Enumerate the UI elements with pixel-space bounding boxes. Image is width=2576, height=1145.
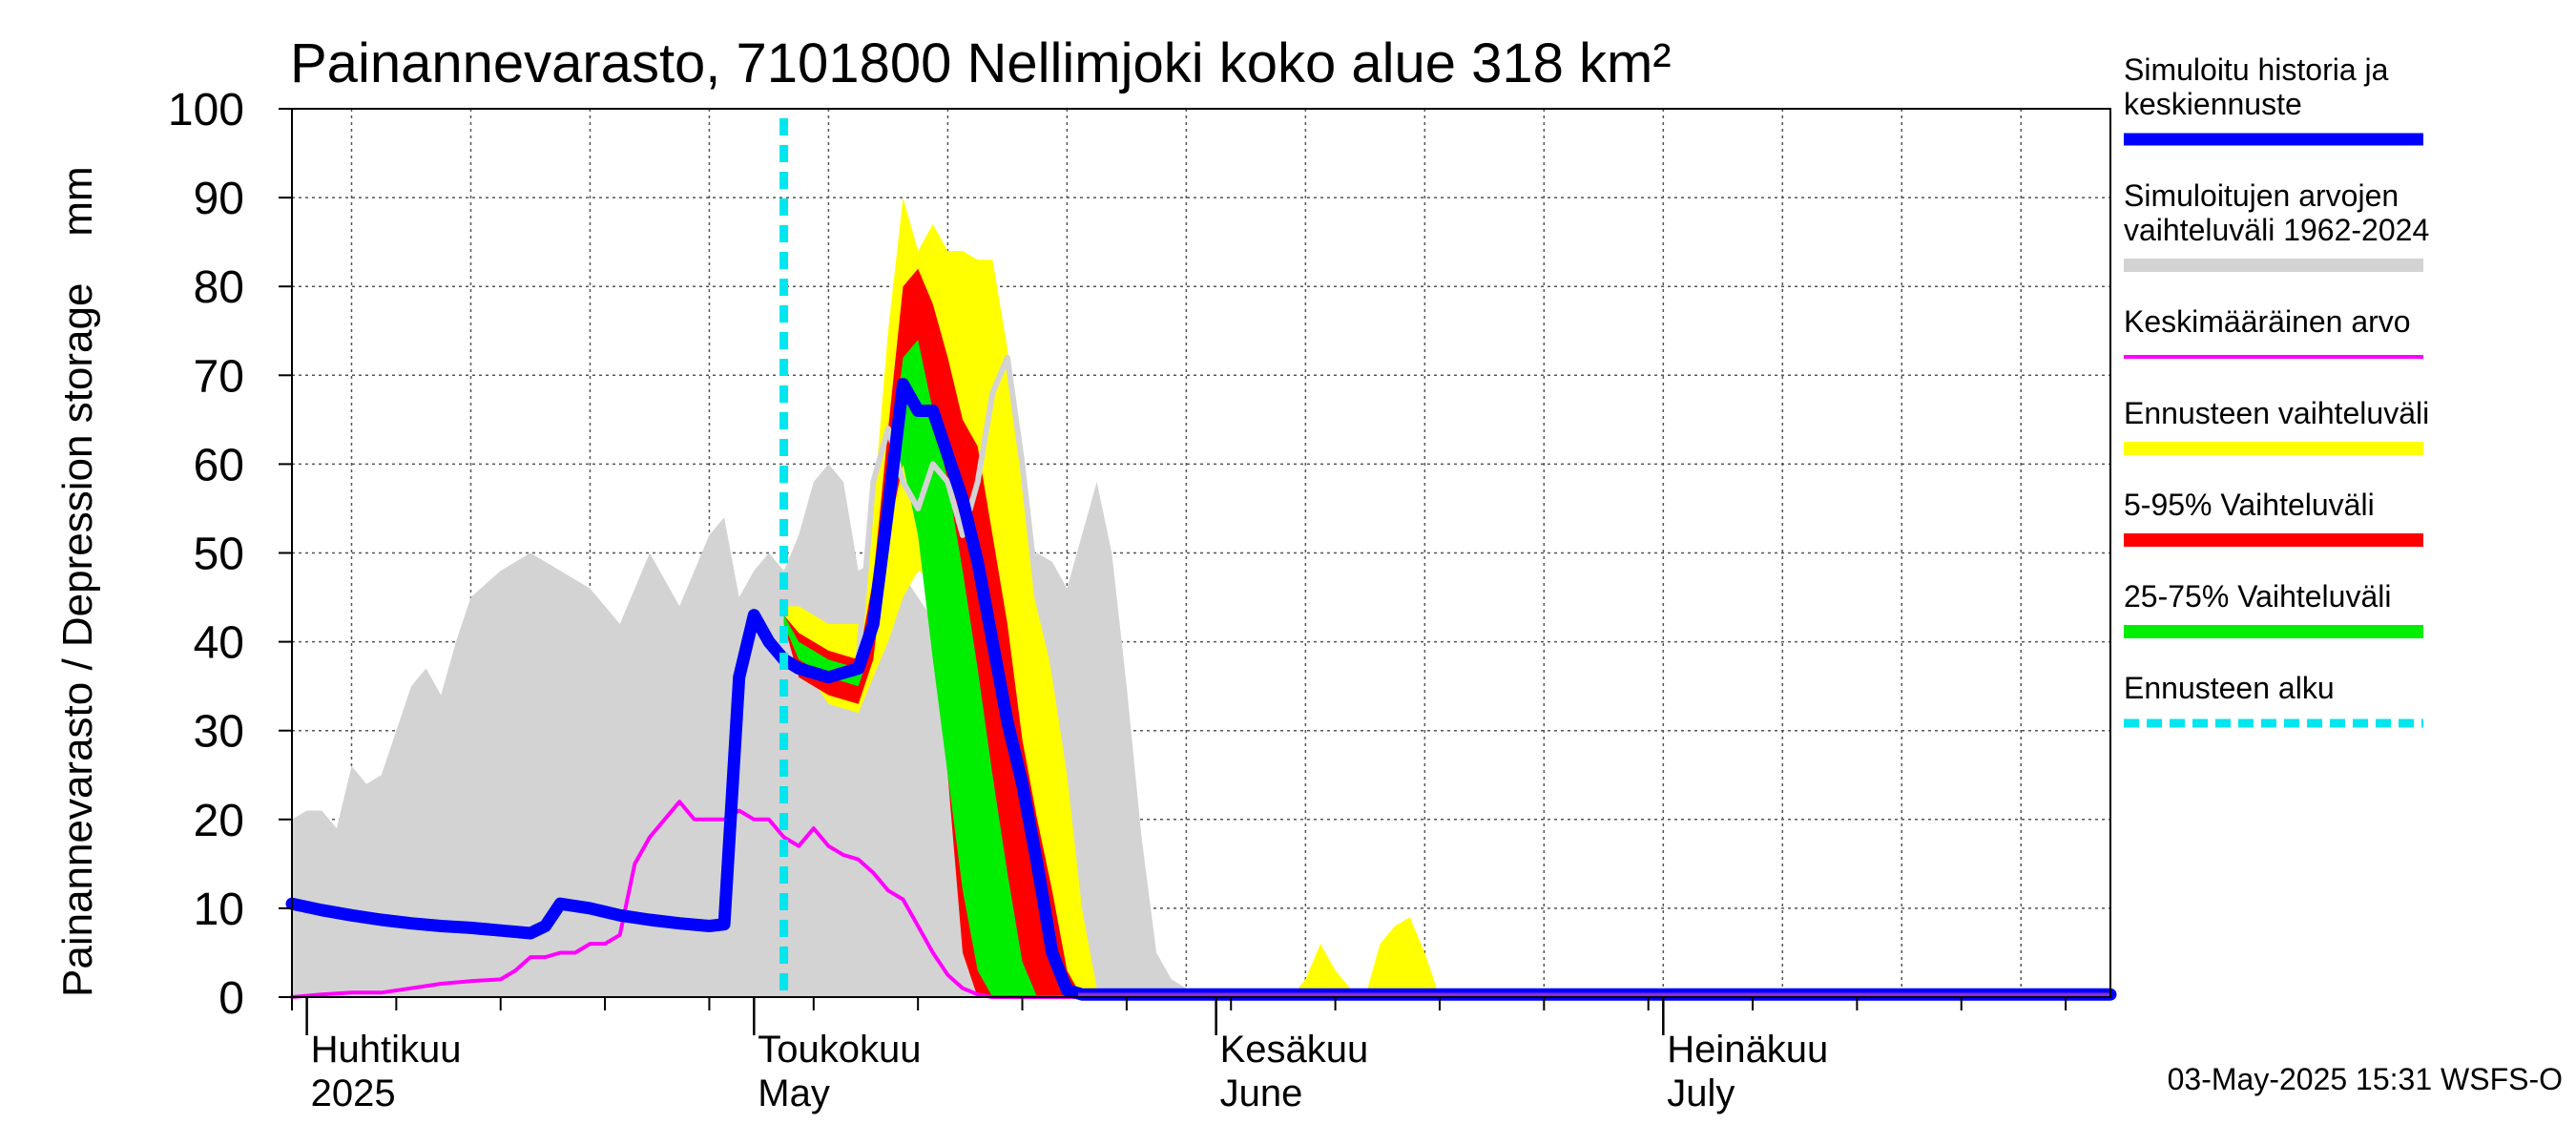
chart-title: Painannevarasto, 7101800 Nellimjoki koko… [290,32,1672,94]
y-tick-label: 60 [194,440,244,490]
y-tick-label: 80 [194,262,244,313]
legend-label: keskiennuste [2124,87,2302,121]
y-axis-label: Painannevarasto / Depression storage mm [54,166,101,997]
x-tick-label: June [1220,1072,1303,1114]
y-tick-label: 50 [194,530,244,580]
y-tick-label: 70 [194,351,244,402]
axes [279,108,2111,1035]
footer-timestamp: 03-May-2025 15:31 WSFS-O [2168,1062,2563,1096]
legend-item: Ennusteen vaihteluväli [2124,396,2429,455]
legend-item: 25-75% Vaihteluväli [2124,579,2423,638]
legend-item: 5-95% Vaihteluväli [2124,488,2423,547]
x-tick-label: May [758,1072,830,1114]
legend-label: Ennusteen alku [2124,671,2335,705]
y-tick-label: 10 [194,885,244,935]
x-tick-label: July [1667,1072,1735,1114]
y-tick-labels: 0 10 20 30 40 50 60 70 80 90 100 [168,85,244,1024]
y-tick-label: 0 [218,973,244,1024]
x-tick-label: Heinäkuu [1667,1029,1828,1071]
y-tick-label: 30 [194,707,244,758]
y-tick-label: 40 [194,618,244,669]
y-tick-label: 20 [194,796,244,846]
legend-label: 25-75% Vaihteluväli [2124,579,2391,614]
y-tick-label: 90 [194,174,244,224]
legend-label: Simuloitujen arvojen [2124,178,2399,213]
legend-label: vaihteluväli 1962-2024 [2124,213,2429,247]
x-tick-label: Kesäkuu [1220,1029,1369,1071]
x-tick-label: Huhtikuu [311,1029,462,1071]
legend: Simuloitu historia jakeskiennusteSimuloi… [2124,52,2429,728]
y-tick-label: 100 [168,85,244,135]
band-ff0000 [783,268,2110,998]
band-d3d3d3 [292,464,2110,997]
legend-item: Ennusteen alku [2124,671,2423,728]
legend-label: 5-95% Vaihteluväli [2124,488,2375,522]
line-0000ff [285,378,2117,1001]
x-tick-label: 2025 [311,1072,396,1114]
legend-label: Ennusteen vaihteluväli [2124,396,2429,430]
legend-label: Simuloitu historia ja [2124,52,2389,87]
legend-item: Keskimääräinen arvo [2124,304,2423,359]
x-tick-label: Toukokuu [758,1029,921,1071]
line-ff00ff [290,800,2112,999]
legend-label: Keskimääräinen arvo [2124,304,2411,339]
